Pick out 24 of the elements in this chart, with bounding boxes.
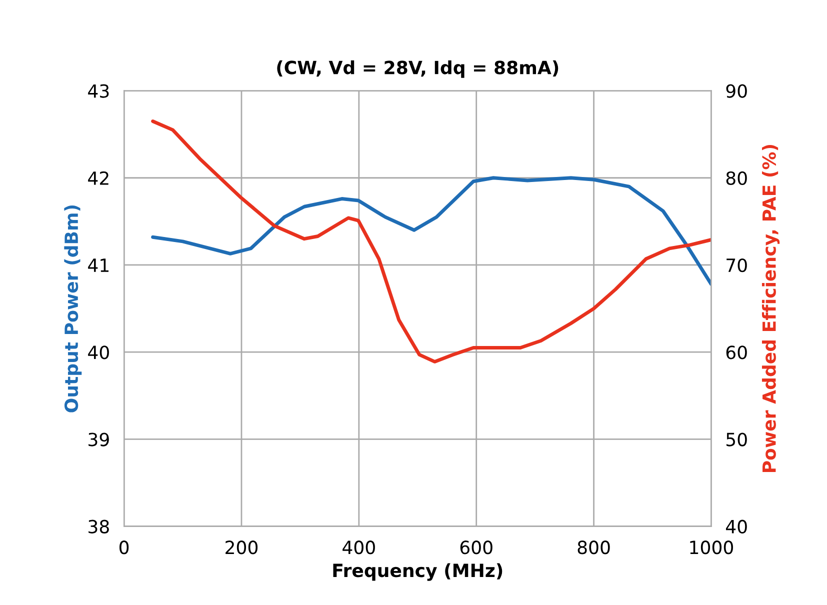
y-axis-title: Output Power (dBm): [64, 205, 82, 412]
line-series: [151, 176, 712, 286]
y-tick-label: 43: [88, 84, 109, 98]
line-series: [151, 120, 712, 364]
y2-tick-label: 70: [726, 258, 747, 272]
x-tick-label: 0: [119, 540, 129, 554]
y-tick-label: 42: [88, 171, 108, 185]
y2-tick-label: 60: [726, 346, 747, 360]
y2-tick-label: 50: [726, 432, 747, 446]
chart-title: (CW, Vd = 28V, Idq = 88mA): [277, 60, 558, 78]
x-tick-label: 400: [342, 540, 375, 554]
y2-tick-label: 80: [726, 171, 747, 185]
x-tick-label: 1000: [690, 540, 733, 554]
y2-tick-label: 90: [726, 84, 747, 98]
y2-tick-label: 40: [726, 520, 747, 534]
x-tick-label: 600: [460, 540, 492, 554]
x-tick-label: 800: [578, 540, 610, 554]
x-tick-label: 200: [226, 540, 258, 554]
y-tick-label: 38: [88, 520, 109, 534]
y-tick-label: 40: [88, 346, 109, 360]
y2-axis-title: Power Added Efficiency, PAE (%): [762, 144, 780, 472]
y-tick-label: 41: [88, 258, 108, 272]
y-tick-label: 39: [88, 432, 109, 446]
x-axis-title: Frequency (MHz): [333, 563, 502, 581]
